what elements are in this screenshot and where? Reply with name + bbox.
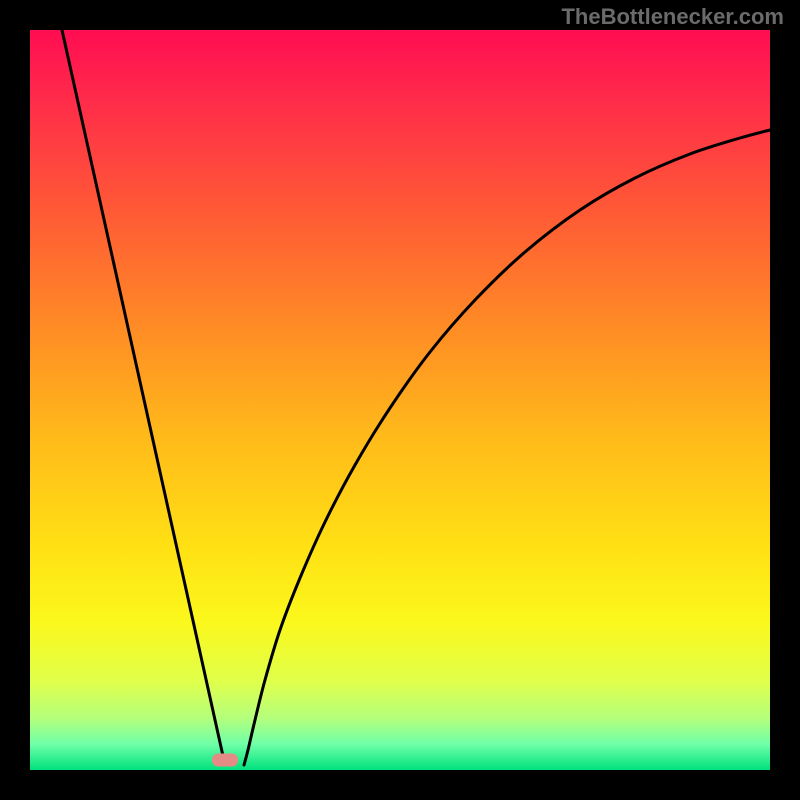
source-watermark: TheBottlenecker.com xyxy=(561,4,784,30)
minimum-marker xyxy=(212,754,238,767)
chart-frame: TheBottlenecker.com xyxy=(0,0,800,800)
plot-background xyxy=(30,30,770,770)
bottleneck-chart xyxy=(0,0,800,800)
